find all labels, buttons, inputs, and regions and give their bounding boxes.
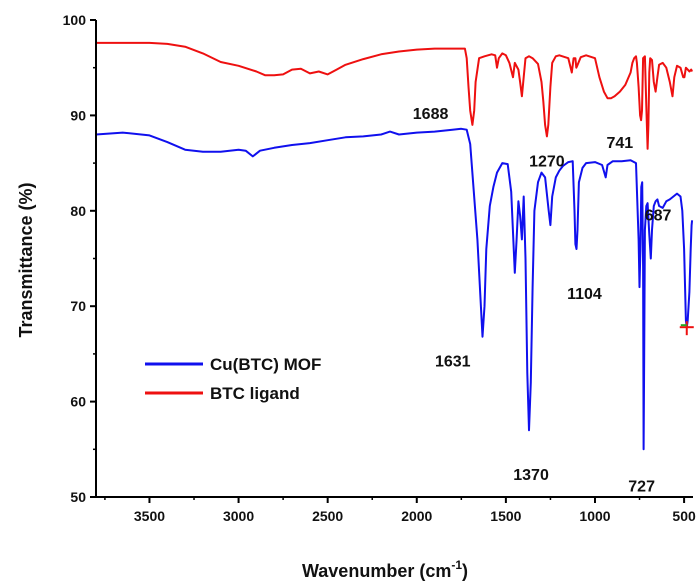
x-tick-label: 3500: [134, 508, 165, 524]
axes: 50 60 70 80 90 100 3500 3000 2500 2000 1500 1000 500: [63, 12, 696, 524]
peak-label-687: 687: [645, 208, 672, 225]
legend-label: BTC ligand: [210, 384, 300, 403]
legend: Cu(BTC) MOF BTC ligand: [145, 355, 321, 403]
y-axis-title: Transmittance (%): [16, 182, 36, 337]
peak-label-1104: 1104: [567, 286, 602, 303]
y-tick-label: 50: [70, 489, 86, 505]
x-tick-label: 1500: [490, 508, 521, 524]
peak-annotations: 1688 1270 741 687 1104 1631 1370 727: [413, 106, 694, 495]
peak-label-1688: 1688: [413, 106, 449, 123]
x-tick-label: 2000: [401, 508, 432, 524]
x-tick-label: 1000: [579, 508, 610, 524]
y-tick-label: 60: [70, 394, 86, 410]
x-tick-label: 500: [672, 508, 696, 524]
peak-label-1631: 1631: [435, 354, 471, 371]
y-tick-label: 100: [63, 12, 87, 28]
y-tick-label: 70: [70, 298, 86, 314]
y-tick-label: 80: [70, 203, 86, 219]
plot-lines: [95, 41, 694, 451]
series-line-btc-ligand: [96, 41, 694, 150]
x-tick-label: 2500: [312, 508, 343, 524]
legend-label: Cu(BTC) MOF: [210, 355, 321, 374]
peak-label-1370: 1370: [513, 467, 549, 484]
peak-label-727: 727: [628, 478, 655, 495]
x-axis-title: Wavenumber (cm-1): [302, 558, 468, 581]
series-line-cu-btc-mof: [95, 127, 694, 451]
y-tick-label: 90: [70, 107, 86, 123]
peak-label-741: 741: [606, 135, 633, 152]
peak-label-1270: 1270: [529, 153, 565, 170]
x-tick-label: 3000: [223, 508, 254, 524]
